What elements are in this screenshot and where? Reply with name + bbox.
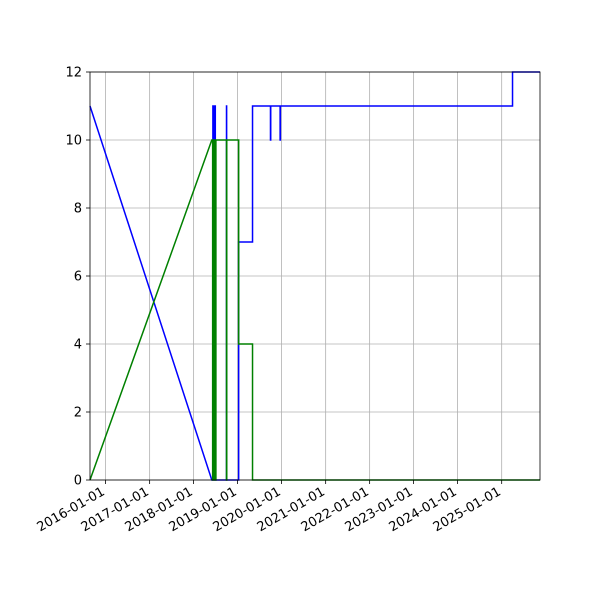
y-tick-label: 0 [74, 474, 82, 489]
y-axis: 0 2 4 6 8 10 12 [65, 66, 90, 489]
y-tick-label: 12 [65, 66, 82, 81]
y-tick-label: 4 [74, 338, 82, 353]
y-tick-label: 6 [74, 270, 82, 285]
y-tick-label: 10 [65, 134, 82, 149]
y-tick-label: 8 [74, 202, 82, 217]
y-tick-label: 2 [74, 406, 82, 421]
